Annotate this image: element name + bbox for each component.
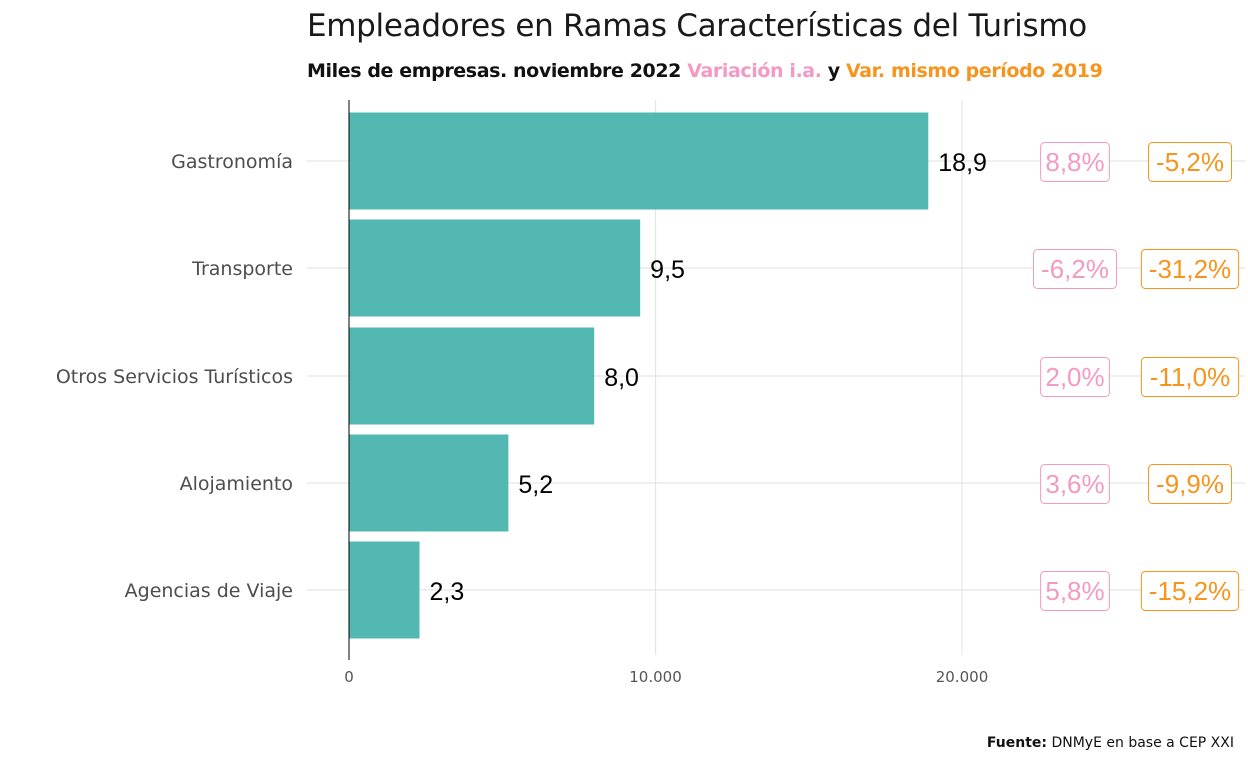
var-2019-label-box <box>1140 571 1240 611</box>
category-label: Alojamiento <box>180 473 293 495</box>
subtitle-var-ia: Variación i.a. <box>687 60 822 82</box>
var-2019-label: -15,2% <box>1149 576 1231 606</box>
x-tick-label: 20.000 <box>936 668 989 686</box>
var-2019-label: -9,9% <box>1156 469 1224 499</box>
value-label: 8,0 <box>604 364 639 392</box>
var-ia-label: 2,0% <box>1045 362 1104 392</box>
var-2019-label-box <box>1140 357 1240 397</box>
source-text: DNMyE en base a CEP XXI <box>1051 735 1234 751</box>
var-ia-label-box <box>1040 571 1110 611</box>
var-ia-label-box <box>1040 464 1110 504</box>
var-ia-label: 5,8% <box>1045 576 1104 606</box>
bar <box>349 219 641 317</box>
var-ia-label-box <box>1033 249 1117 289</box>
var-ia-label-box <box>1040 357 1110 397</box>
subtitle-units: Miles de empresas. noviembre 2022 <box>307 60 681 82</box>
var-ia-label: 8,8% <box>1045 147 1104 177</box>
value-label: 9,5 <box>650 256 685 284</box>
var-ia-label: -6,2% <box>1041 254 1109 284</box>
var-ia-label-box <box>1040 142 1110 182</box>
var-2019-label-box <box>1148 464 1232 504</box>
chart-title: Empleadores en Ramas Características del… <box>307 8 1087 44</box>
bar <box>349 327 595 425</box>
bar <box>349 541 420 639</box>
source-label: Fuente: <box>986 735 1048 751</box>
var-ia-label: 3,6% <box>1045 469 1104 499</box>
var-2019-label: -5,2% <box>1156 147 1224 177</box>
var-2019-label-box <box>1148 142 1232 182</box>
bar <box>349 112 929 210</box>
var-2019-label: -11,0% <box>1150 362 1230 392</box>
value-label: 2,3 <box>429 578 464 606</box>
source-caption: Fuente: DNMyE en base a CEP XXI <box>987 735 1234 751</box>
subtitle-var-2019: Var. mismo período 2019 <box>845 60 1103 82</box>
category-label: Gastronomía <box>171 151 293 173</box>
bar <box>349 434 509 532</box>
x-tick-label: 0 <box>344 668 354 686</box>
x-tick-label: 10.000 <box>629 668 682 686</box>
var-2019-label-box <box>1140 249 1240 289</box>
chart-subtitle: Miles de empresas. noviembre 2022 Variac… <box>307 60 1103 82</box>
value-label: 18,9 <box>938 149 987 177</box>
category-label: Transporte <box>191 258 293 280</box>
subtitle-connector: y <box>827 60 840 82</box>
category-label: Otros Servicios Turísticos <box>56 366 293 388</box>
value-label: 5,2 <box>518 471 553 499</box>
var-2019-label: -31,2% <box>1149 254 1231 284</box>
category-label: Agencias de Viaje <box>125 580 293 602</box>
